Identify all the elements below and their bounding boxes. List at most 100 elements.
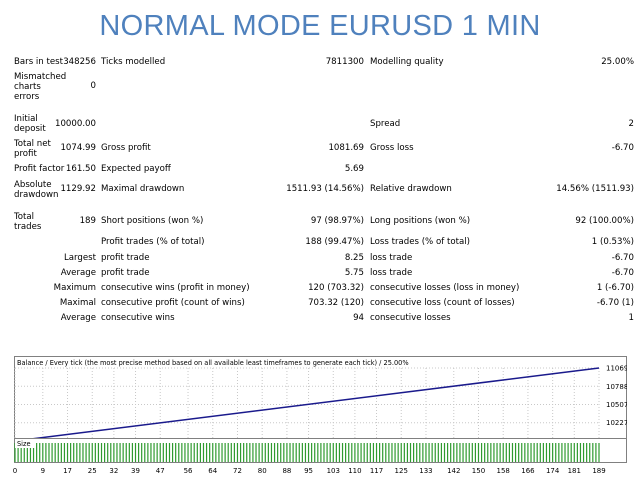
x-tick-label: 150 xyxy=(472,467,485,475)
x-tick-label: 117 xyxy=(370,467,383,475)
size-bar xyxy=(518,443,520,462)
size-bar xyxy=(311,443,313,462)
size-bar xyxy=(184,443,186,462)
maxdd-value: 1511.93 (14.56%) xyxy=(286,184,364,194)
size-bar xyxy=(270,443,273,462)
size-label: Size xyxy=(17,440,31,448)
x-tick-label: 72 xyxy=(233,467,242,475)
size-bar xyxy=(48,443,50,462)
size-bar xyxy=(326,443,328,462)
cp-label: consecutive profit (count of wins) xyxy=(101,298,245,308)
long-label: Long positions (won %) xyxy=(370,216,471,226)
size-bar xyxy=(490,443,492,462)
size-bar xyxy=(552,443,554,462)
size-bar xyxy=(224,443,226,462)
size-bar xyxy=(301,443,303,462)
grossprofit-value: 1081.69 xyxy=(328,143,364,153)
x-tick-label: 181 xyxy=(568,467,581,475)
grossloss-label: Gross loss xyxy=(370,143,414,153)
size-bar xyxy=(351,443,353,462)
x-tick-label: 80 xyxy=(258,467,267,475)
size-bar xyxy=(54,443,56,462)
size-bar xyxy=(137,443,140,462)
size-bar xyxy=(255,443,257,462)
size-bar xyxy=(382,443,384,462)
deposit-label: Initial deposit xyxy=(14,114,46,134)
size-bar xyxy=(437,443,439,462)
size-bar xyxy=(233,443,235,462)
size-bar xyxy=(465,443,467,462)
size-bar xyxy=(456,443,458,462)
size-bar xyxy=(450,443,452,462)
size-bar xyxy=(379,443,381,462)
size-bar xyxy=(428,443,430,462)
size-bar xyxy=(341,443,344,462)
size-bar xyxy=(264,443,266,462)
size-bar xyxy=(162,443,164,462)
size-bar xyxy=(221,443,223,462)
size-bar xyxy=(280,443,282,462)
size-bar xyxy=(246,443,248,462)
size-bar xyxy=(212,443,214,462)
size-bar xyxy=(586,443,588,462)
size-bar xyxy=(561,443,563,462)
size-bar xyxy=(236,443,239,462)
size-bar xyxy=(249,443,251,462)
size-bar xyxy=(23,443,25,462)
size-bar xyxy=(493,443,495,462)
size-bar xyxy=(332,443,334,462)
pt-value: 188 (99.47%) xyxy=(305,237,364,247)
x-tick-label: 39 xyxy=(131,467,140,475)
size-bar xyxy=(394,443,396,462)
x-tick-label: 125 xyxy=(395,467,408,475)
x-tick-label: 110 xyxy=(348,467,361,475)
size-bar xyxy=(122,443,124,462)
size-bar xyxy=(193,443,195,462)
x-tick-label: 142 xyxy=(447,467,460,475)
size-bar xyxy=(511,443,514,462)
y-tick-label: 11069 xyxy=(606,365,627,373)
size-bar xyxy=(335,443,337,462)
quality-label: Modelling quality xyxy=(370,57,444,67)
size-bar xyxy=(20,443,22,462)
size-bar xyxy=(295,443,297,462)
size-bar xyxy=(261,443,263,462)
size-bar xyxy=(502,443,504,462)
size-bar xyxy=(258,443,260,462)
size-bar xyxy=(320,443,322,462)
size-bar xyxy=(107,443,109,462)
size-bar xyxy=(338,443,341,462)
size-bar xyxy=(190,443,192,462)
size-bar xyxy=(128,443,130,462)
apt-label: profit trade xyxy=(101,268,150,278)
size-bar xyxy=(508,443,510,462)
bars-label: Bars in test xyxy=(14,57,63,67)
size-bar xyxy=(403,443,405,462)
size-bar xyxy=(548,443,551,462)
size-bar xyxy=(144,443,146,462)
size-bar xyxy=(125,443,127,462)
y-tick-label: 10507 xyxy=(606,401,627,409)
size-bar xyxy=(391,443,393,462)
size-bar xyxy=(446,443,449,462)
size-bar xyxy=(440,443,443,462)
size-bar xyxy=(147,443,149,462)
size-bar xyxy=(85,443,87,462)
size-bar xyxy=(416,443,418,462)
size-bar xyxy=(131,443,134,462)
size-bar xyxy=(443,443,446,462)
size-bar xyxy=(79,443,81,462)
x-tick-label: 103 xyxy=(327,467,340,475)
cl-value: 1 (-6.70) xyxy=(596,283,634,293)
size-bar xyxy=(66,443,69,462)
cl-label: consecutive losses (loss in money) xyxy=(370,283,520,293)
size-bar xyxy=(32,443,35,462)
size-bar xyxy=(545,443,548,462)
size-bar xyxy=(100,443,103,462)
size-bar xyxy=(514,443,517,462)
x-tick-label: 166 xyxy=(521,467,535,475)
size-bar xyxy=(181,443,183,462)
bars-value: 348256 xyxy=(63,57,96,67)
size-bar xyxy=(406,443,409,462)
